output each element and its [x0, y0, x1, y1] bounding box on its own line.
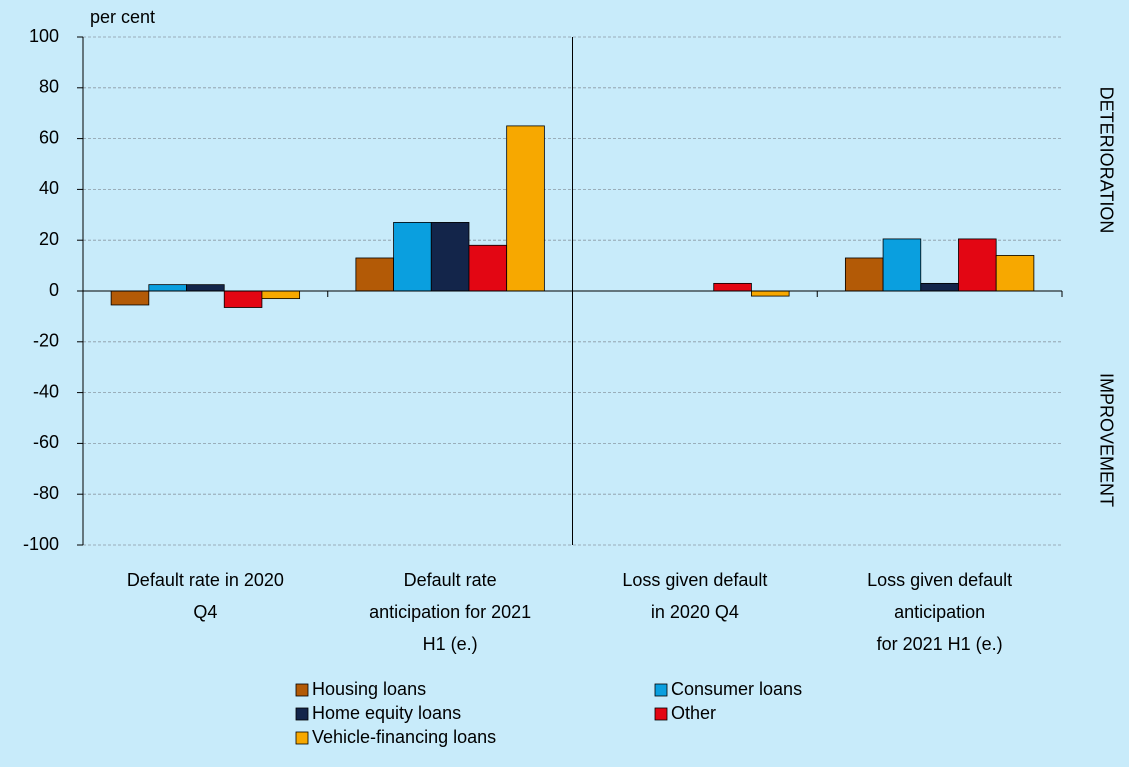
y-tick-label: -100 [23, 534, 59, 554]
bar [844, 257, 884, 292]
bar [468, 244, 508, 292]
y-tick-label: -40 [33, 381, 59, 401]
legend-swatch [295, 683, 309, 697]
x-tick-label: Default rate in 2020 Q4 [127, 570, 284, 622]
label-line: Default rate [404, 570, 497, 590]
y-tick-label: 40 [39, 178, 59, 198]
legend-swatch [295, 707, 309, 721]
legend-label: Other [671, 703, 716, 723]
label-line: Q4 [193, 602, 217, 622]
y-tick-label: 100 [29, 26, 59, 46]
y-tick-label: -80 [33, 483, 59, 503]
legend-label: Consumer loans [671, 679, 802, 699]
bar [882, 238, 922, 292]
bar [920, 282, 959, 292]
bar [713, 282, 752, 292]
label-line: anticipation for 2021 [369, 602, 531, 622]
x-tick-label: Default rate anticipation for 2021 H1 (e.) [369, 570, 531, 654]
x-tick-label: Loss given default in 2020 Q4 [622, 570, 767, 622]
bar [958, 238, 997, 292]
legend-label: Home equity loans [312, 703, 461, 723]
legend-label: Vehicle-financing loans [312, 727, 496, 747]
y-tick-label: -60 [33, 432, 59, 452]
label-line: for 2021 H1 (e.) [877, 634, 1003, 654]
y-tick-label: -20 [33, 331, 59, 351]
legend-swatch [295, 731, 309, 745]
label-line: Default rate in 2020 [127, 570, 284, 590]
bar [355, 257, 394, 292]
annotation: IMPROVEMENT [1096, 373, 1116, 507]
label-line: Loss given default [622, 570, 767, 590]
bar [110, 290, 150, 306]
bar [223, 290, 263, 308]
label-line: Loss given default [867, 570, 1012, 590]
x-tick-label: Loss given default anticipation for 2021 H… [867, 570, 1012, 654]
y-axis-label: per cent [90, 7, 155, 27]
bar [261, 290, 301, 300]
bar [995, 255, 1035, 292]
y-tick-label: 80 [39, 77, 59, 97]
label-line: H1 (e.) [423, 634, 478, 654]
label-line: in 2020 Q4 [651, 602, 739, 622]
y-tick-label: 60 [39, 127, 59, 147]
bar [393, 222, 432, 292]
bar [506, 125, 545, 292]
legend-swatch [654, 683, 668, 697]
legend-label: Housing loans [312, 679, 426, 699]
bar [430, 222, 470, 292]
bar [148, 284, 187, 292]
bar [751, 290, 790, 297]
label-line: anticipation [894, 602, 985, 622]
annotation: DETERIORATION [1096, 87, 1116, 234]
y-tick-label: 0 [49, 280, 59, 300]
y-tick-label: 20 [39, 229, 59, 249]
bar [186, 284, 225, 292]
legend-swatch [654, 707, 668, 721]
